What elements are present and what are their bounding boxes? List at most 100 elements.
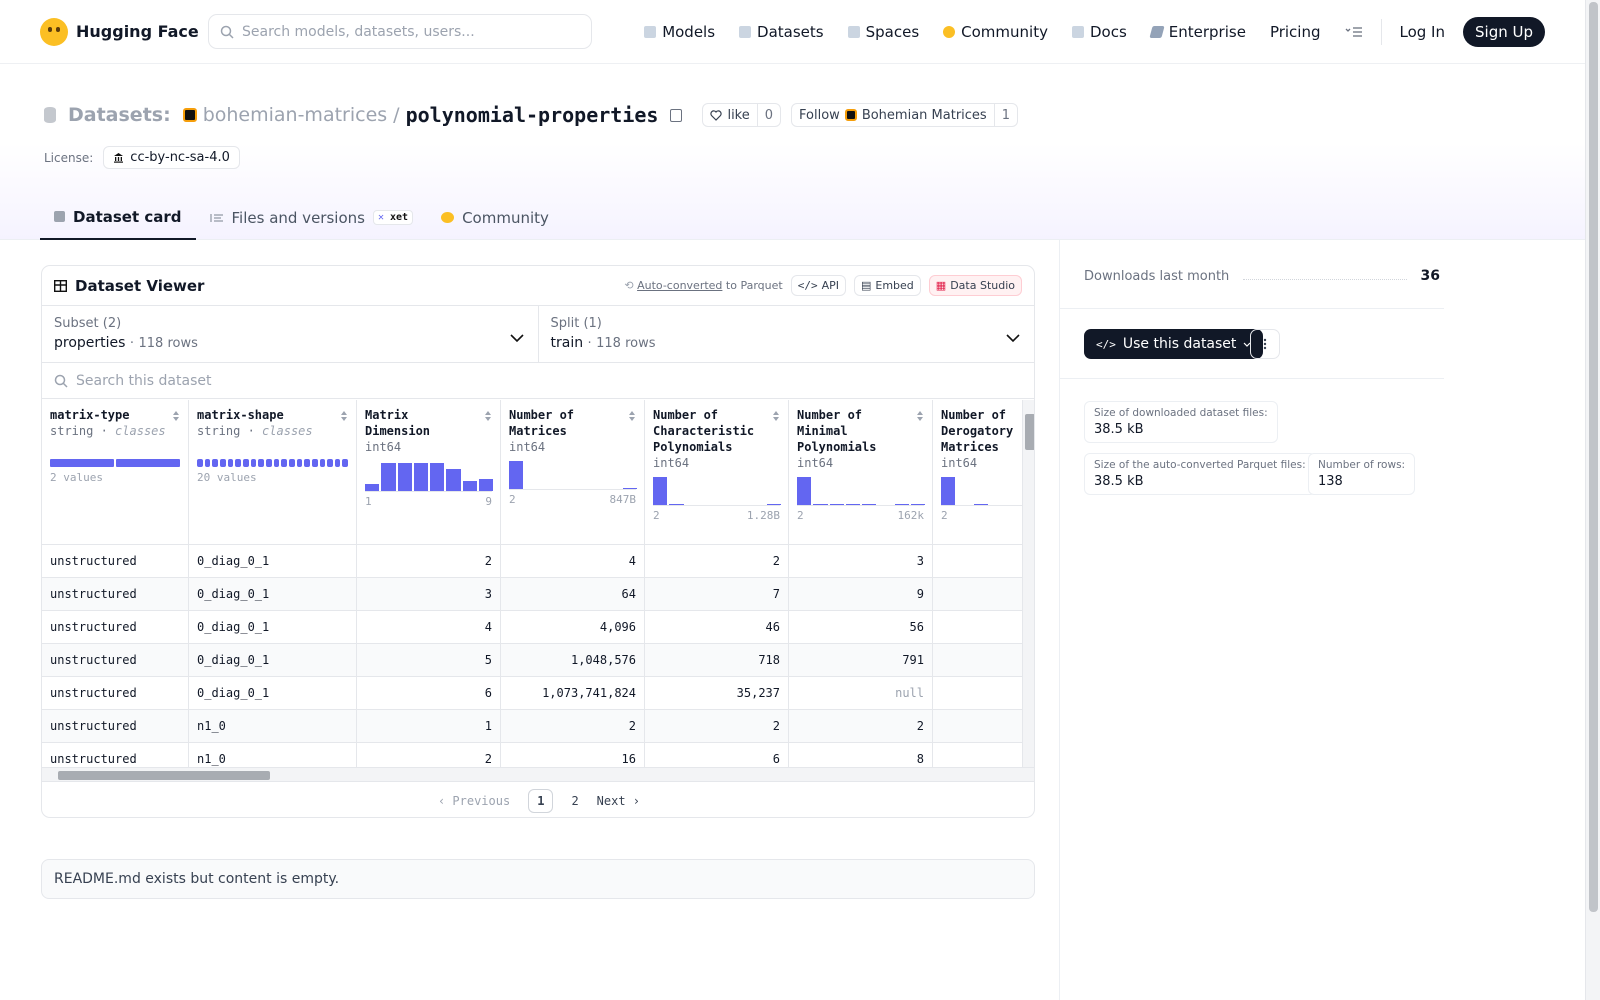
tab-files[interactable]: Files and versions ✕ xet <box>196 195 428 240</box>
table-cell[interactable]: 1,073,741,824 <box>501 677 645 710</box>
sort-icon[interactable] <box>340 410 348 422</box>
nav-pricing[interactable]: Pricing <box>1258 23 1333 41</box>
histogram-bar[interactable] <box>430 463 445 491</box>
like-button[interactable]: like 0 <box>702 103 782 127</box>
table-cell[interactable] <box>933 677 1022 710</box>
nav-enterprise[interactable]: Enterprise <box>1139 23 1258 41</box>
histogram-bar[interactable] <box>910 503 925 505</box>
next-page-button[interactable]: Next › <box>596 793 641 808</box>
histogram-bar[interactable] <box>766 503 781 505</box>
sort-icon[interactable] <box>172 410 180 422</box>
tab-community[interactable]: Community <box>427 195 563 240</box>
more-menu-button[interactable] <box>1333 26 1375 38</box>
table-cell[interactable]: 6 <box>357 677 501 710</box>
histogram-bar[interactable] <box>862 503 877 505</box>
table-cell[interactable]: 7 <box>645 578 789 611</box>
login-link[interactable]: Log In <box>1388 23 1458 41</box>
sort-icon[interactable] <box>628 410 636 422</box>
table-cell[interactable]: 791 <box>789 644 933 677</box>
sort-icon[interactable] <box>484 410 492 422</box>
histogram-bar[interactable] <box>365 484 380 491</box>
histogram-bar[interactable] <box>829 503 844 505</box>
repo-type-link[interactable]: Datasets: <box>68 104 171 126</box>
table-cell[interactable] <box>933 743 1022 767</box>
table-cell[interactable]: 4 <box>357 611 501 644</box>
table-cell[interactable] <box>933 578 1022 611</box>
histogram-bar[interactable] <box>941 477 956 505</box>
histogram-bar[interactable] <box>973 503 988 505</box>
table-cell[interactable]: n1_0 <box>189 710 357 743</box>
histogram-bar[interactable] <box>653 477 668 505</box>
column-header[interactable]: Number of Minimal Polynomials int64 2 162k <box>789 400 933 545</box>
page-1-button[interactable]: 1 <box>528 788 554 813</box>
table-cell[interactable]: unstructured <box>42 545 189 578</box>
table-cell[interactable]: 0_diag_0_1 <box>189 545 357 578</box>
dataset-search-input[interactable]: Search this dataset <box>42 363 1034 399</box>
signup-button[interactable]: Sign Up <box>1463 16 1545 47</box>
table-cell[interactable]: 3 <box>789 545 933 578</box>
histogram-bar[interactable] <box>894 503 909 505</box>
dataset-name[interactable]: polynomial-properties <box>405 103 659 127</box>
column-header[interactable]: matrix-type string · classes 2 values <box>42 400 189 545</box>
embed-button[interactable]: ▤ Embed <box>853 275 921 296</box>
histogram-bar[interactable] <box>509 461 524 489</box>
table-cell[interactable] <box>933 611 1022 644</box>
table-cell[interactable]: 2 <box>645 545 789 578</box>
table-cell[interactable]: unstructured <box>42 611 189 644</box>
nav-datasets[interactable]: Datasets <box>727 23 836 41</box>
column-header[interactable]: Number of Matrices int64 2 847B <box>501 400 645 545</box>
license-tag[interactable]: cc-by-nc-sa-4.0 <box>103 146 240 169</box>
table-cell[interactable]: 2 <box>357 743 501 767</box>
table-cell[interactable]: 6 <box>645 743 789 767</box>
table-cell[interactable]: 0_diag_0_1 <box>189 677 357 710</box>
org-link[interactable]: bohemian-matrices <box>202 104 388 126</box>
table-cell[interactable] <box>933 644 1022 677</box>
histogram-bar[interactable] <box>381 463 396 491</box>
table-cell[interactable]: 5 <box>357 644 501 677</box>
table-cell[interactable]: unstructured <box>42 578 189 611</box>
table-cell[interactable]: 35,237 <box>645 677 789 710</box>
column-header[interactable]: Matrix Dimension int64 1 9 <box>357 400 501 545</box>
tab-dataset-card[interactable]: Dataset card <box>40 195 196 240</box>
table-cell[interactable]: 56 <box>789 611 933 644</box>
table-cell[interactable] <box>933 545 1022 578</box>
brand-logo[interactable]: Hugging Face <box>40 17 204 46</box>
follow-button[interactable]: Follow Bohemian Matrices 1 <box>791 103 1018 127</box>
column-header[interactable]: matrix-shape string · classes 20 values <box>189 400 357 545</box>
api-button[interactable]: </> API <box>790 275 846 296</box>
histogram-bar[interactable] <box>813 503 828 505</box>
table-cell[interactable]: unstructured <box>42 644 189 677</box>
more-options-button[interactable] <box>1250 329 1280 359</box>
table-cell[interactable]: 0_diag_0_1 <box>189 578 357 611</box>
table-cell[interactable]: 0_diag_0_1 <box>189 611 357 644</box>
histogram-bar[interactable] <box>845 503 860 505</box>
table-cell[interactable]: 8 <box>789 743 933 767</box>
table-cell[interactable]: 2 <box>501 710 645 743</box>
table-cell[interactable] <box>933 710 1022 743</box>
split-select[interactable]: Split (1) train · 118 rows <box>537 306 1035 362</box>
data-studio-button[interactable]: ▦ Data Studio <box>928 275 1022 296</box>
histogram-bar[interactable] <box>462 481 477 491</box>
table-cell[interactable]: 46 <box>645 611 789 644</box>
column-header[interactable]: Number of Derogatory Matrices int64 2 <box>933 400 1022 545</box>
table-cell[interactable]: 4 <box>501 545 645 578</box>
histogram-bar[interactable] <box>478 479 493 491</box>
table-vertical-scrollbar[interactable] <box>1022 400 1034 767</box>
table-cell[interactable]: 64 <box>501 578 645 611</box>
sort-icon[interactable] <box>772 410 780 422</box>
histogram-bar[interactable] <box>622 487 637 489</box>
vertical-scroll-thumb[interactable] <box>1025 414 1034 450</box>
page-scrollbar[interactable] <box>1585 0 1600 1000</box>
global-search-input[interactable]: Search models, datasets, users... <box>208 14 592 49</box>
histogram-bar[interactable] <box>797 477 812 505</box>
table-cell[interactable]: 2 <box>357 545 501 578</box>
table-cell[interactable]: 9 <box>789 578 933 611</box>
table-cell[interactable]: unstructured <box>42 677 189 710</box>
table-cell[interactable]: 718 <box>645 644 789 677</box>
table-cell[interactable]: unstructured <box>42 710 189 743</box>
histogram-bar[interactable] <box>413 463 428 491</box>
use-dataset-button[interactable]: </> Use this dataset <box>1084 329 1264 359</box>
table-cell[interactable]: 2 <box>645 710 789 743</box>
histogram-bar[interactable] <box>397 463 412 491</box>
copy-icon[interactable] <box>670 108 683 122</box>
